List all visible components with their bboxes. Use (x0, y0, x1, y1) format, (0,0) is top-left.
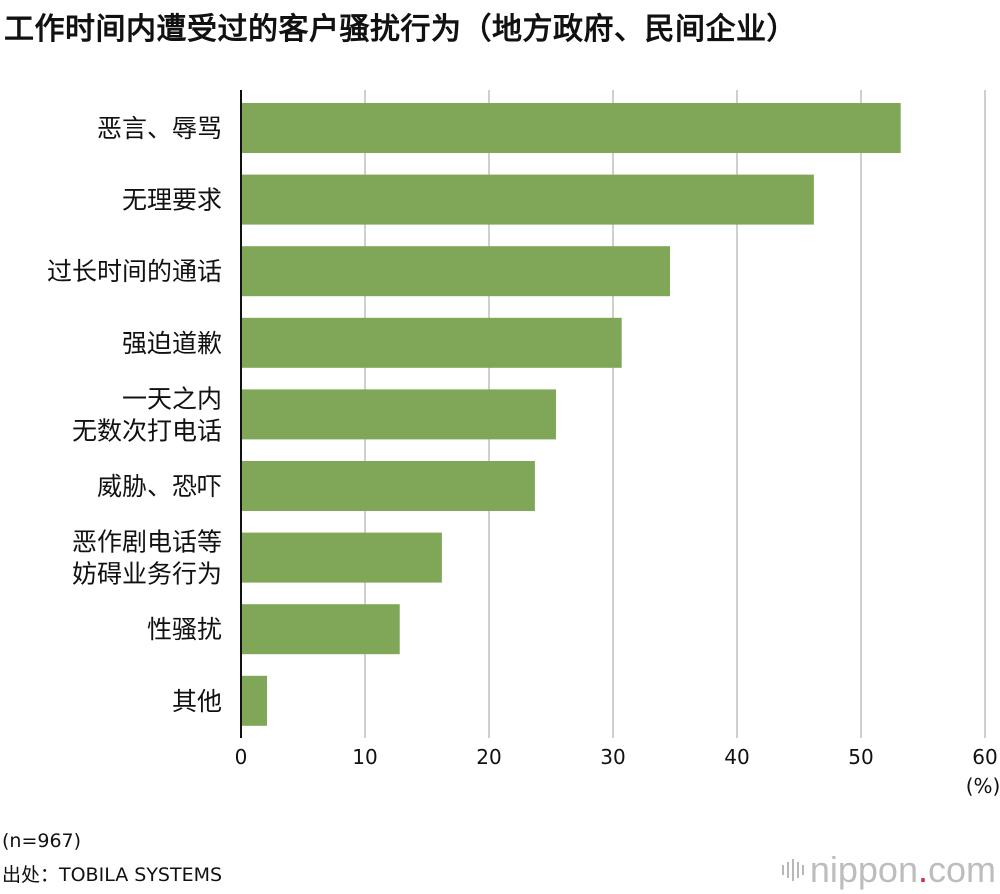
chart-title: 工作时间内遭受过的客户骚扰行为（地方政府、民间企业） (4, 12, 797, 47)
category-label: 妨碍业务行为 (72, 560, 222, 589)
logo-main: nippon (809, 849, 918, 890)
bar (241, 389, 556, 440)
bar (241, 604, 400, 655)
category-labels: 恶言、辱骂无理要求过长时间的通话强迫道歉一天之内无数次打电话威胁、恐吓恶作剧电话… (47, 114, 222, 716)
bar (241, 246, 671, 297)
bar (241, 675, 268, 726)
category-label: 其他 (172, 687, 222, 716)
bars (241, 103, 901, 726)
category-label: 恶言、辱骂 (97, 114, 222, 143)
category-label: 过长时间的通话 (47, 257, 222, 286)
bar (241, 103, 901, 153)
logo-suffix: com (927, 849, 996, 890)
logo-text: nippon.com (810, 849, 996, 891)
logo-mark-icon (781, 859, 804, 881)
category-label: 强迫道歉 (122, 329, 222, 358)
source-note: 出处：TOBILA SYSTEMS (2, 864, 223, 886)
unit-label: (%) (966, 774, 1000, 798)
tick-labels: 0 10 20 30 40 50 60 (235, 745, 998, 769)
logo-dot: . (917, 849, 928, 890)
bar (241, 317, 622, 368)
category-label: 威胁、恐吓 (97, 472, 222, 501)
x-tick-label: 10 (352, 745, 377, 769)
bar (241, 174, 814, 225)
x-tick-label: 50 (848, 745, 873, 769)
category-label: 恶作剧电话等 (72, 528, 222, 557)
bar (241, 461, 535, 511)
x-tick-label: 30 (600, 745, 625, 769)
x-tick-label: 20 (476, 745, 501, 769)
category-label: 性骚扰 (147, 615, 222, 644)
x-tick-label: 0 (235, 745, 248, 769)
category-label: 一天之内 (122, 384, 222, 413)
nippon-logo: nippon.com (781, 848, 996, 892)
category-label: 无理要求 (122, 186, 222, 215)
sample-size-note: (n=967) (2, 830, 82, 852)
category-label: 无数次打电话 (72, 416, 222, 445)
x-tick-label: 60 (972, 745, 997, 769)
bar (241, 532, 442, 583)
bar-chart: 恶言、辱骂无理要求过长时间的通话强迫道歉一天之内无数次打电话威胁、恐吓恶作剧电话… (47, 90, 1000, 798)
x-tick-label: 40 (724, 745, 749, 769)
